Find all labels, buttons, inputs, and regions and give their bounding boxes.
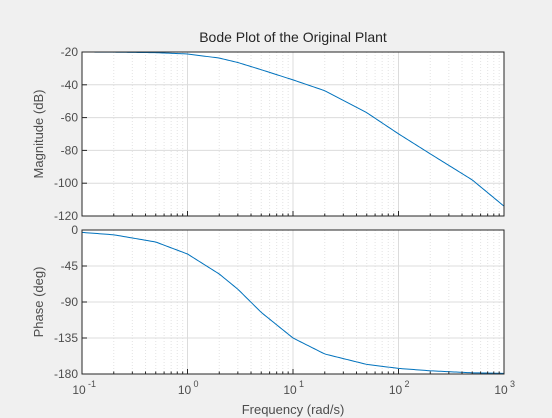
x-tick-label-exponent: -1 — [88, 379, 96, 389]
chart-title: Bode Plot of the Original Plant — [199, 29, 387, 45]
x-tick-label: 10 — [283, 383, 297, 397]
phase-y-tick-label: -135 — [54, 331, 78, 345]
magnitude-y-tick-label: -20 — [61, 45, 79, 59]
magnitude-series-line — [81, 51, 505, 207]
x-tick-label: 10 — [178, 383, 192, 397]
magnitude-y-tick-label: -60 — [61, 111, 79, 125]
phase-x-ticks: 10 -1 10 0 10 1 10 2 10 3 — [72, 369, 515, 397]
phase-y-ticks: 0 -45 -90 -135 -180 — [54, 223, 87, 381]
x-tick-label: 10 — [494, 383, 508, 397]
phase-y-tick-label: -45 — [61, 259, 79, 273]
magnitude-y-label: Magnitude (dB) — [31, 90, 46, 179]
phase-series-line — [81, 231, 505, 374]
x-tick-label-exponent: 1 — [299, 379, 304, 389]
phase-y-tick-label: 0 — [71, 223, 78, 237]
x-tick-label: 10 — [389, 383, 403, 397]
x-axis-label: Frequency (rad/s) — [242, 402, 345, 417]
x-tick-label-exponent: 0 — [194, 379, 199, 389]
magnitude-y-ticks: -20 -40 -60 -80 -100 -120 — [54, 45, 87, 223]
magnitude-y-tick-label: -80 — [61, 143, 79, 157]
x-tick-label-exponent: 3 — [510, 379, 515, 389]
magnitude-y-tick-label: -100 — [54, 176, 78, 190]
magnitude-y-tick-label: -40 — [61, 78, 79, 92]
phase-y-tick-label: -90 — [61, 295, 79, 309]
phase-y-label: Phase (deg) — [31, 267, 46, 338]
phase-y-tick-label: -180 — [54, 367, 78, 381]
magnitude-panel: -20 -40 -60 -80 -100 -120 Magnitude (dB) — [31, 45, 505, 223]
magnitude-x-ticks — [81, 211, 505, 216]
magnitude-y-tick-label: -120 — [54, 209, 78, 223]
x-tick-label: 10 — [72, 383, 86, 397]
phase-panel: 0-45-90-135-180 10 -1 10 0 10 1 10 2 10 3 Phase (… — [31, 223, 515, 397]
x-tick-label-exponent: 2 — [405, 379, 410, 389]
